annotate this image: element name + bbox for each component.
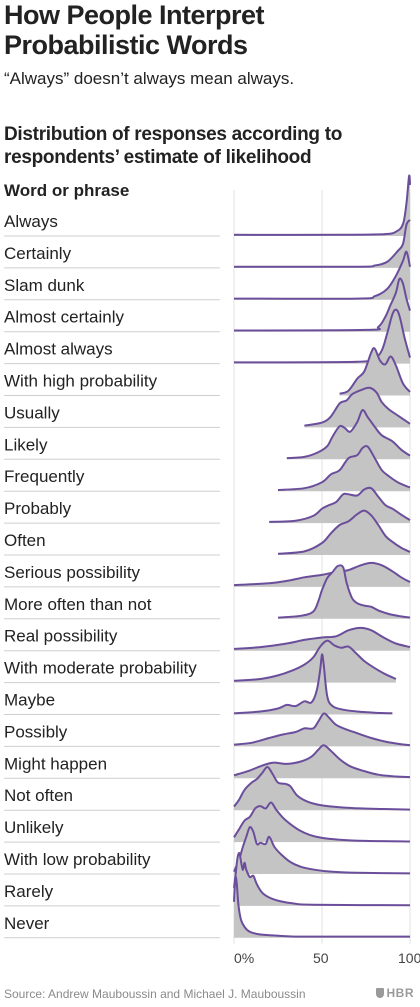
brand-logo: HBR [375, 986, 415, 1000]
ridgeline-row: Not often [4, 766, 411, 811]
chart-title: Distribution of responses according to r… [4, 124, 343, 168]
density-line [233, 626, 411, 650]
density-area [234, 827, 410, 874]
row-label: With moderate probability [4, 659, 197, 678]
density-line [339, 347, 411, 395]
density-area [234, 251, 410, 300]
ridgeline-row: Usually [4, 386, 411, 428]
density-line [233, 875, 410, 938]
density-line [233, 308, 411, 364]
ridgeline-row: With high probability [4, 347, 411, 396]
row-label: More often than not [4, 595, 152, 614]
row-label: Serious possibility [4, 563, 141, 582]
row-label: Usually [4, 403, 60, 422]
density-line [233, 826, 411, 875]
row-label: With low probability [4, 850, 151, 869]
ridgeline-row: Rarely [4, 851, 411, 907]
ridgeline-row: More often than not [4, 564, 411, 620]
brand-label: HBR [386, 986, 414, 1000]
density-line [233, 653, 393, 715]
density-line [269, 486, 411, 523]
density-line [286, 409, 411, 460]
row-label: Rarely [4, 882, 54, 901]
density-area [286, 410, 410, 460]
density-line [277, 509, 411, 555]
row-label: Always [4, 212, 58, 231]
density-line [233, 766, 411, 811]
density-line [277, 564, 411, 619]
ridgeline-row: Real possibility [4, 626, 411, 652]
ridgeline-row: Always [4, 174, 411, 237]
density-line [304, 386, 411, 427]
density-line [233, 250, 411, 300]
ridgeline-row: Often [4, 509, 411, 556]
row-label: Not often [4, 786, 73, 805]
row-label: Almost always [4, 340, 113, 359]
ridgeline-row: With low probability [4, 826, 411, 875]
x-tick-label: 0% [234, 950, 254, 966]
page-subtitle: “Always” doesn’t always mean always. [4, 69, 295, 88]
density-line [277, 445, 411, 491]
density-area [278, 446, 410, 492]
page-title: How People Interpret Probabilistic Words [4, 0, 265, 60]
density-line [233, 561, 411, 587]
row-label: Often [4, 531, 46, 550]
density-area [234, 745, 410, 779]
row-label: Slam dunk [4, 276, 85, 295]
density-line [233, 851, 411, 907]
density-area [234, 852, 410, 906]
row-label: With high probability [4, 372, 158, 391]
row-label: Possibly [4, 722, 68, 741]
density-line [233, 712, 411, 747]
row-label: Maybe [4, 691, 55, 710]
row-label: Unlikely [4, 818, 64, 837]
row-label: Certainly [4, 244, 72, 263]
density-area [269, 487, 410, 524]
density-line [233, 277, 411, 332]
ridgeline-row: Slam dunk [4, 250, 411, 301]
ridgeline-row: Never [4, 875, 410, 939]
row-label-header: Word or phrase [4, 181, 130, 200]
ridgeline-row: Certainly [4, 219, 411, 269]
shield-icon [375, 988, 384, 998]
ridgeline-rows: Always Certainly Slam dunk Almost certainly… [4, 174, 411, 939]
density-line [233, 639, 397, 682]
density-area [234, 219, 410, 268]
row-label: Real possibility [4, 627, 118, 646]
row-label: Might happen [4, 754, 107, 773]
ridgeline-row: Maybe [4, 653, 393, 715]
ridgeline-row: Unlikely [4, 801, 411, 843]
density-area [234, 640, 396, 683]
ridgeline-chart: 0% 50 100 Always Certainly Slam dunk Almost ce… [4, 174, 420, 966]
density-area [278, 565, 410, 619]
density-area [234, 713, 410, 747]
ridgeline-row: Probably [4, 486, 411, 524]
density-line [233, 744, 411, 779]
row-label: Probably [4, 499, 72, 518]
row-label: Almost certainly [4, 308, 124, 327]
x-tick-label: 50 [313, 950, 329, 966]
density-line [233, 219, 411, 268]
ridgeline-row: With moderate probability [4, 639, 397, 684]
row-label: Never [4, 914, 50, 933]
ridgeline-row: Almost certainly [4, 277, 411, 333]
ridgeline-row: Might happen [4, 744, 411, 779]
ridgeline-row: Serious possibility [4, 561, 411, 588]
row-label: Likely [4, 435, 48, 454]
ridgeline-row: Possibly [4, 712, 411, 747]
row-label: Frequently [4, 467, 85, 486]
density-area [234, 654, 393, 715]
x-tick-label: 100 [398, 950, 420, 966]
density-line [233, 174, 411, 236]
source-note: Source: Andrew Mauboussin and Michael J.… [4, 987, 306, 1001]
density-area [278, 510, 410, 555]
ridgeline-row: Frequently [4, 445, 411, 492]
ridgeline-row: Likely [4, 409, 411, 460]
density-area [234, 766, 410, 811]
density-line [233, 801, 411, 843]
